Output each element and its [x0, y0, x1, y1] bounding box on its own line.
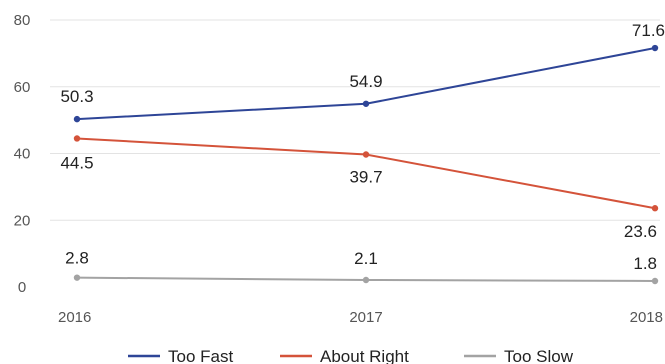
data-label: 23.6: [624, 222, 657, 241]
data-label: 50.3: [60, 87, 93, 106]
y-tick-label: 60: [14, 79, 31, 96]
x-axis-ticks: 2016 2017 2018: [58, 309, 663, 326]
data-point: [362, 151, 370, 158]
x-tick-label: 2016: [58, 309, 91, 326]
data-label: 71.6: [632, 21, 665, 40]
legend-label: Too Slow: [504, 347, 574, 364]
legend-label: Too Fast: [168, 347, 233, 364]
legend-label: About Right: [320, 347, 409, 364]
x-tick-label: 2017: [349, 309, 382, 326]
y-tick-label: 20: [14, 212, 31, 229]
data-point: [651, 44, 659, 52]
data-label: 44.5: [60, 153, 93, 172]
x-tick-label: 2018: [630, 309, 663, 326]
data-label: 2.8: [65, 249, 89, 268]
y-tick-label: 40: [14, 146, 31, 163]
data-label: 39.7: [349, 168, 382, 187]
y-axis-ticks: 0 20 40 60 80: [14, 12, 31, 296]
data-point: [73, 274, 81, 281]
y-tick-label: 0: [18, 279, 26, 296]
data-point: [362, 276, 370, 284]
data-point: [73, 135, 81, 142]
legend: Too Fast About Right Too Slow: [128, 347, 574, 364]
y-tick-label: 80: [14, 12, 31, 29]
data-labels: 50.3 54.9 71.6 44.5 39.7 23.6 2.8 2.1 1.8: [60, 21, 665, 273]
data-point: [73, 115, 81, 123]
data-point: [651, 205, 659, 212]
gridlines: [50, 19, 660, 221]
data-point: [362, 100, 370, 107]
data-point: [651, 277, 659, 285]
series-lines: [73, 44, 659, 285]
data-label: 2.1: [354, 249, 378, 268]
data-label: 54.9: [349, 72, 382, 91]
data-label: 1.8: [633, 254, 657, 273]
